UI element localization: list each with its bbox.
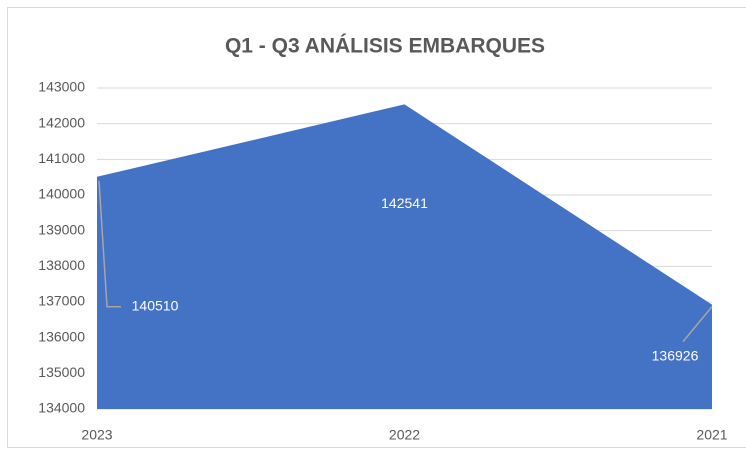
y-tick-label: 137000 [38, 293, 85, 309]
data-label: 140510 [132, 298, 179, 314]
y-tick-label: 138000 [38, 257, 85, 273]
y-tick-label: 140000 [38, 186, 85, 202]
y-tick-label: 141000 [38, 150, 85, 166]
x-tick-label: 2022 [389, 427, 420, 443]
data-label: 142541 [381, 195, 428, 211]
x-tick-label: 2023 [81, 427, 112, 443]
y-tick-label: 142000 [38, 114, 85, 130]
data-label: 136926 [652, 347, 699, 363]
y-tick-label: 136000 [38, 328, 85, 344]
y-tick-label: 135000 [38, 364, 85, 380]
y-tick-label: 139000 [38, 221, 85, 237]
y-tick-label: 143000 [38, 79, 85, 95]
chart-title: Q1 - Q3 ANÁLISIS EMBARQUES [225, 35, 545, 58]
x-tick-label: 2021 [696, 427, 727, 443]
y-tick-label: 134000 [38, 400, 85, 416]
